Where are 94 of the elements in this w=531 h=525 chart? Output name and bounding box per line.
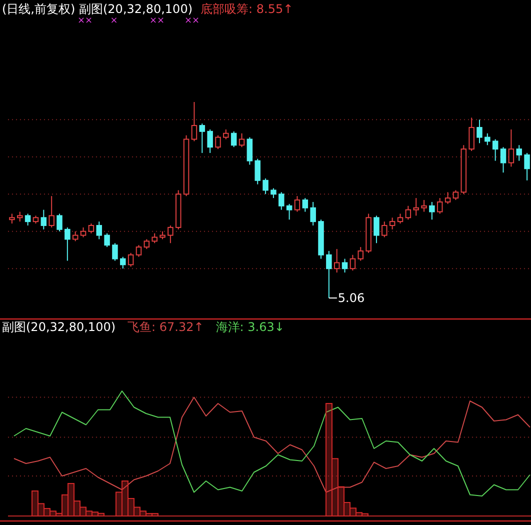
candlestick [382, 221, 388, 238]
candlestick [413, 198, 419, 216]
bar [140, 510, 146, 516]
candlestick [48, 196, 54, 228]
bar [86, 510, 92, 516]
candlestick [17, 211, 23, 222]
candlestick [524, 152, 530, 181]
candlestick [444, 192, 451, 204]
bar [80, 506, 86, 516]
candlestick [278, 192, 284, 210]
candlestick [230, 130, 237, 148]
text: 底部吸筹: 8.55↑ [200, 2, 294, 16]
candlestick [294, 196, 300, 212]
text: 飞鱼 [128, 320, 152, 334]
candlestick [397, 213, 404, 224]
bar [44, 508, 50, 516]
candlestick [508, 128, 514, 168]
candlestick [516, 144, 522, 162]
candlestick [40, 209, 47, 230]
candlestick [246, 136, 253, 166]
candlestick [191, 102, 198, 142]
candlestick [88, 223, 94, 234]
bar [38, 503, 44, 516]
text: : 3.63↓ [240, 320, 284, 334]
annotation: 5.06 [338, 291, 365, 305]
candlestick [80, 226, 86, 238]
candlestick [358, 246, 364, 262]
candlestick [24, 213, 31, 226]
bar [128, 498, 134, 516]
candlestick [374, 215, 380, 244]
candlestick [96, 221, 102, 240]
candlestick [104, 232, 110, 248]
bar [338, 486, 344, 516]
bar [122, 480, 128, 516]
candlestick [238, 132, 245, 148]
text: × [110, 16, 118, 26]
candlestick [492, 138, 498, 162]
bar [50, 510, 56, 516]
candlestick [286, 203, 292, 220]
candlestick [144, 238, 150, 250]
candlestick [468, 117, 474, 152]
candlestick [199, 123, 206, 154]
candlestick [484, 132, 490, 146]
candlestick [389, 217, 396, 230]
candlestick [262, 178, 268, 195]
bar [146, 513, 152, 516]
candlestick [168, 224, 174, 244]
candlestick [254, 158, 260, 185]
candlestick [452, 190, 459, 200]
text: 海洋 [216, 320, 240, 334]
chart-title: (日线,前复权) 副图(20,32,80,100) [2, 2, 193, 16]
bar [356, 512, 362, 516]
bar [134, 506, 140, 516]
candlestick [500, 146, 506, 174]
chart-title: 副图(20,32,80,100) [2, 320, 116, 334]
candlestick [207, 128, 213, 154]
candlestick [223, 128, 229, 140]
candlestick [9, 213, 15, 224]
candlestick [120, 256, 126, 270]
text: ×× [184, 16, 200, 26]
bar [74, 500, 80, 516]
bar [152, 513, 158, 516]
candlestick [270, 188, 276, 199]
bar [32, 490, 38, 516]
candlestick [128, 252, 134, 268]
candlestick [342, 258, 348, 274]
bar [344, 502, 350, 516]
candlestick [421, 200, 427, 212]
candlestick [112, 242, 118, 262]
candlestick [436, 198, 443, 214]
text: ×× [149, 16, 165, 26]
candlestick [334, 248, 340, 274]
candlestick [326, 250, 332, 298]
bar [362, 513, 368, 516]
candlestick [152, 232, 158, 244]
candlestick [136, 244, 142, 258]
text: ×× [77, 16, 93, 26]
bar [326, 403, 332, 516]
bar [98, 512, 104, 516]
text: : 67.32↑ [152, 320, 204, 334]
candlestick [429, 201, 435, 220]
candlestick [72, 230, 78, 242]
bar [68, 483, 74, 516]
candlestick [64, 226, 70, 262]
candlestick [476, 119, 482, 144]
candlestick [302, 198, 308, 212]
candlestick [350, 254, 356, 272]
candlestick [310, 201, 316, 226]
candlestick [215, 134, 221, 150]
bar [350, 508, 356, 516]
candlestick [56, 213, 62, 232]
bar [92, 512, 98, 516]
bar [332, 458, 338, 516]
candlestick [405, 205, 412, 220]
